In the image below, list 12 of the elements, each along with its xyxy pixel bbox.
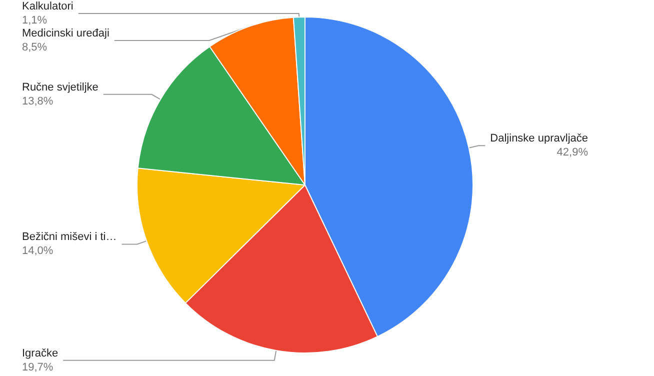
data-label: 14,0% bbox=[22, 245, 54, 258]
slice-label: Igračke bbox=[22, 347, 58, 360]
data-label: 13,8% bbox=[22, 95, 54, 108]
slice-label: Bežični miševi i ti… bbox=[22, 231, 117, 244]
data-label: 42,9% bbox=[556, 146, 588, 159]
data-label: 8,5% bbox=[22, 42, 48, 54]
slice-label: Daljinske upravljače bbox=[490, 132, 588, 145]
slice-label: Kalkulatori bbox=[22, 0, 74, 12]
data-label: 19,7% bbox=[22, 361, 54, 374]
data-label: 1,1% bbox=[22, 14, 48, 26]
slice-label: Ručne svjetiljke bbox=[22, 81, 98, 94]
slice-label: Medicinski uređaji bbox=[22, 28, 110, 40]
